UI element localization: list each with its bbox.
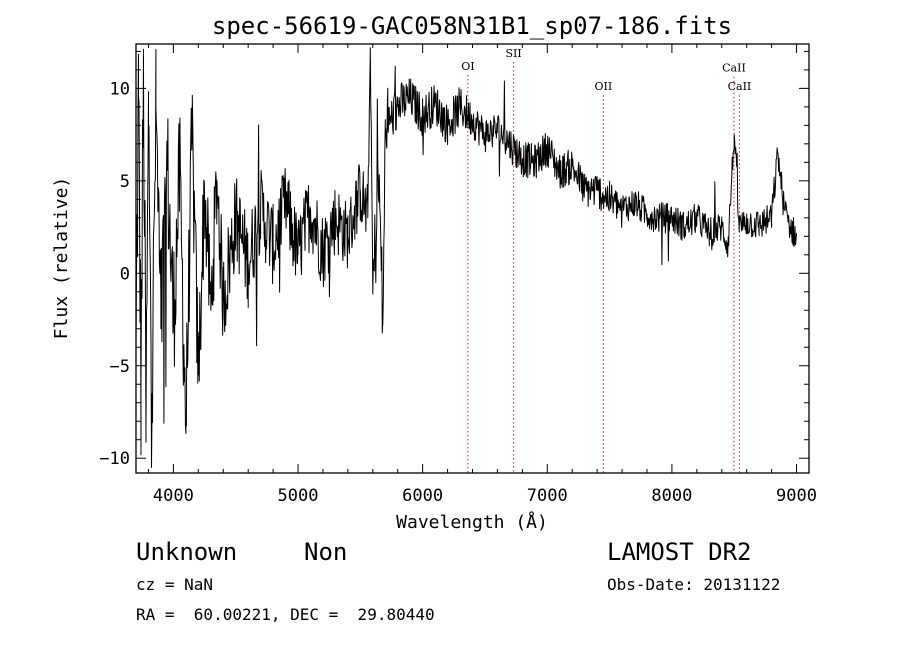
y-tick-label: −10 [99, 449, 130, 469]
coordinates-label: RA = 60.00221, DEC = 29.80440 [136, 605, 435, 624]
survey-label: LAMOST DR2 [607, 538, 752, 566]
chart-title: spec-56619-GAC058N31B1_sp07-186.fits [212, 12, 732, 40]
y-axis-label: Flux (relative) [51, 177, 72, 340]
line-marker-label: OI [461, 60, 474, 73]
subclass-label: Non [304, 538, 347, 566]
line-marker-label: OII [595, 80, 613, 93]
x-tick-label: 6000 [402, 486, 443, 506]
classification-label: Unknown [136, 538, 237, 566]
x-tick-label: 5000 [278, 486, 319, 506]
y-axis: 10 5 0 −5 −10 [99, 50, 809, 469]
y-tick-label: 0 [120, 264, 130, 284]
x-axis-label: Wavelength (Å) [396, 511, 548, 533]
line-markers: OI SII OII CaII CaII [461, 47, 751, 473]
obs-date-label: Obs-Date: 20131122 [607, 575, 780, 594]
x-tick-label: 9000 [776, 486, 817, 506]
x-tick-label: 8000 [651, 486, 692, 506]
line-marker-label: CaII [728, 80, 752, 93]
x-axis: 4000 5000 6000 7000 8000 9000 [147, 44, 817, 506]
x-tick-label: 4000 [153, 486, 194, 506]
line-marker-label: CaII [722, 62, 746, 75]
y-tick-label: 5 [120, 172, 130, 192]
y-tick-label: −5 [110, 357, 130, 377]
spectrum-series-line [135, 47, 797, 468]
line-marker-label: SII [506, 47, 522, 60]
y-tick-label: 10 [110, 79, 130, 99]
x-tick-label: 7000 [527, 486, 568, 506]
redshift-label: cz = NaN [136, 575, 213, 594]
